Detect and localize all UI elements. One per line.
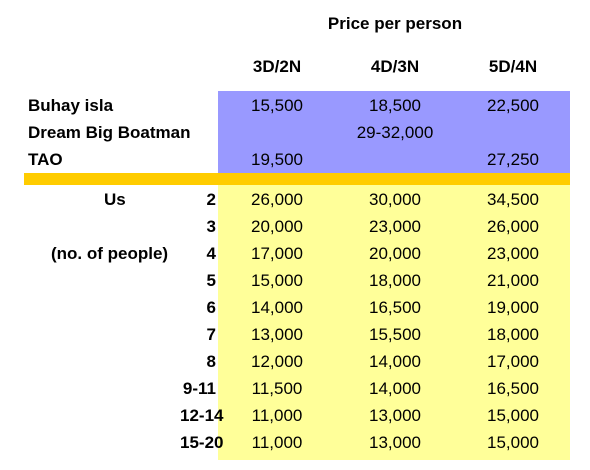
table-title: Price per person	[327, 14, 463, 33]
price-cell: 14,000	[369, 352, 421, 371]
people-count: 4	[206, 244, 216, 263]
section-divider	[24, 173, 570, 185]
price-cell: 15,500	[369, 325, 421, 344]
us-background	[218, 185, 570, 460]
people-count: 3	[206, 217, 216, 236]
price-cell: 23,000	[369, 217, 421, 236]
price-cell: 13,000	[369, 406, 421, 425]
operator-name: TAO	[28, 150, 63, 169]
price-cell: 27,250	[487, 150, 539, 169]
people-count: 5	[206, 271, 216, 290]
operator-name: Dream Big Boatman	[28, 123, 191, 142]
price-cell: 12,000	[251, 352, 303, 371]
price-cell: 29-32,000	[356, 123, 434, 142]
price-cell: 17,000	[251, 244, 303, 263]
price-cell: 14,000	[369, 379, 421, 398]
price-cell: 13,000	[251, 325, 303, 344]
price-cell: 19,000	[487, 298, 539, 317]
price-cell: 15,000	[487, 406, 539, 425]
price-cell: 21,000	[487, 271, 539, 290]
people-label: (no. of people)	[51, 244, 169, 263]
price-cell: 16,500	[487, 379, 539, 398]
price-cell: 22,500	[487, 96, 539, 115]
price-cell: 20,000	[369, 244, 421, 263]
people-count: 9-11	[182, 379, 216, 398]
price-cell: 17,000	[487, 352, 539, 371]
price-cell: 23,000	[487, 244, 539, 263]
us-label: Us	[104, 190, 126, 209]
price-cell: 18,000	[369, 271, 421, 290]
price-cell: 16,500	[369, 298, 421, 317]
price-cell: 34,500	[487, 190, 539, 209]
people-count: 7	[206, 325, 216, 344]
column-header-4d3n: 4D/3N	[370, 57, 420, 76]
price-cell: 20,000	[251, 217, 303, 236]
people-count: 15-20	[180, 433, 224, 452]
column-header-3d2n: 3D/2N	[252, 57, 302, 76]
price-cell: 14,000	[251, 298, 303, 317]
price-cell: 18,500	[369, 96, 421, 115]
price-cell: 15,000	[251, 271, 303, 290]
operators-background	[218, 91, 570, 173]
price-cell: 26,000	[251, 190, 303, 209]
price-cell: 18,000	[487, 325, 539, 344]
people-count: 6	[206, 298, 216, 317]
price-cell: 15,500	[251, 96, 303, 115]
people-count: 2	[206, 190, 216, 209]
people-count: 8	[206, 352, 216, 371]
price-cell: 19,500	[251, 150, 303, 169]
price-cell: 11,500	[251, 379, 303, 398]
price-cell: 26,000	[487, 217, 539, 236]
operator-name: Buhay isla	[28, 96, 114, 115]
price-cell: 15,000	[487, 433, 539, 452]
column-header-5d4n: 5D/4N	[488, 57, 538, 76]
people-count: 12-14	[180, 406, 224, 425]
price-cell: 13,000	[369, 433, 421, 452]
price-cell: 30,000	[369, 190, 421, 209]
price-cell: 11,000	[251, 406, 303, 425]
price-cell: 11,000	[251, 433, 303, 452]
